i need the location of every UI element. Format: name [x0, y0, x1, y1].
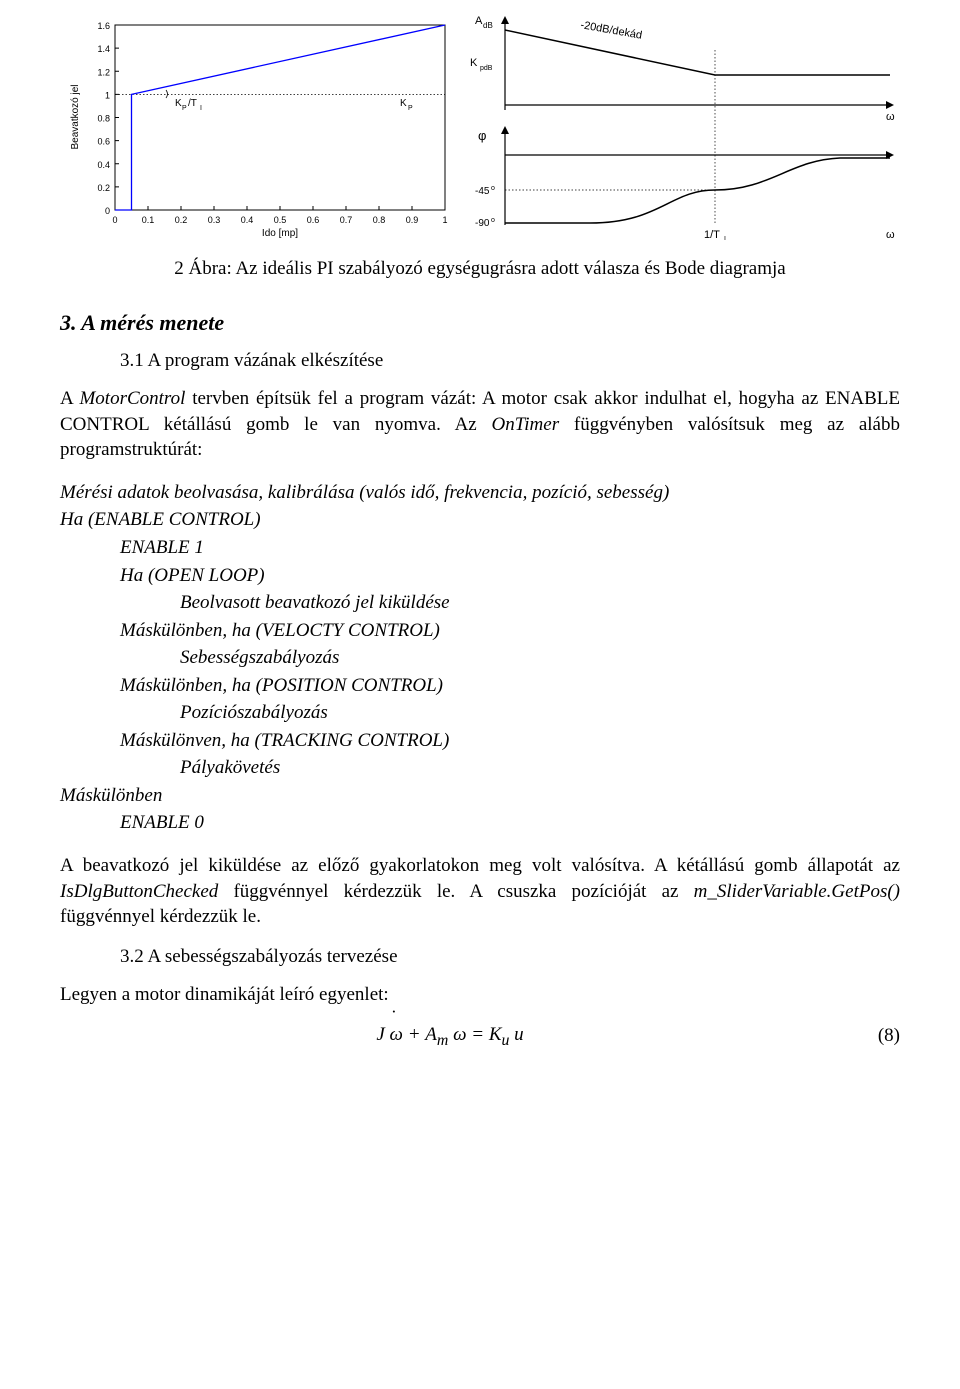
pseudo-line: Máskülönven, ha (TRACKING CONTROL): [120, 727, 900, 755]
svg-text:0.6: 0.6: [97, 137, 110, 147]
svg-text:o: o: [491, 185, 495, 192]
text-italic: OnTimer: [492, 414, 560, 435]
svg-text:I: I: [724, 236, 726, 240]
step-response-chart: 0 0.2 0.4 0.6 0.8 1 1.2 1.4 1.6: [60, 10, 460, 240]
svg-text:0.4: 0.4: [97, 160, 110, 170]
svg-text:1.2: 1.2: [97, 67, 110, 77]
svg-text:Ido [mp]: Ido [mp]: [262, 228, 298, 239]
pseudo-line: Ha (OPEN LOOP): [120, 562, 900, 590]
figure-caption: 2 Ábra: Az ideális PI szabályozó egységu…: [60, 258, 900, 280]
pseudo-line: Beolvasott beavatkozó jel kiküldése: [180, 589, 900, 617]
svg-text:φ: φ: [478, 128, 486, 143]
svg-text:0.2: 0.2: [97, 183, 110, 193]
section-number: 3.: [60, 310, 77, 335]
paragraph-1: A MotorControl tervben építsük fel a pro…: [60, 386, 900, 463]
svg-text:1/T: 1/T: [704, 229, 720, 240]
equation-number: (8): [840, 1025, 900, 1047]
svg-text:0.2: 0.2: [175, 215, 188, 225]
bode-chart: A dB K pdB -20dB/dekád ω φ -45 o -90 o 1…: [460, 10, 900, 240]
subsection-3-2: 3.2 A sebességszabályozás tervezése: [120, 946, 900, 968]
svg-text:pdB: pdB: [480, 65, 493, 72]
section-title: A mérés menete: [81, 310, 224, 335]
subsection-3-1: 3.1 A program vázának elkészítése: [120, 350, 900, 372]
svg-text:1.6: 1.6: [97, 21, 110, 31]
pseudo-line: ENABLE 1: [120, 534, 900, 562]
svg-text:-45: -45: [475, 186, 490, 197]
svg-text:Beavatkozó jel: Beavatkozó jel: [70, 84, 81, 149]
svg-text:ω: ω: [886, 229, 895, 240]
equation-formula: J ω˙ + Am ω = Ku u: [60, 1024, 840, 1050]
svg-text:/T: /T: [188, 98, 197, 109]
text-italic: MotorControl: [79, 388, 185, 409]
svg-text:0.5: 0.5: [274, 215, 287, 225]
pseudo-line: Ha (ENABLE CONTROL): [60, 506, 900, 534]
svg-text:0.1: 0.1: [142, 215, 155, 225]
pseudo-line: Mérési adatok beolvasása, kalibrálása (v…: [60, 479, 900, 507]
svg-text:0.8: 0.8: [373, 215, 386, 225]
svg-text:0.8: 0.8: [97, 114, 110, 124]
text: A: [60, 388, 79, 409]
svg-text:0.9: 0.9: [406, 215, 419, 225]
svg-text:K: K: [400, 98, 407, 109]
pseudo-line: Máskülönben, ha (POSITION CONTROL): [120, 672, 900, 700]
figure-row: 0 0.2 0.4 0.6 0.8 1 1.2 1.4 1.6: [60, 10, 900, 240]
svg-text:1.4: 1.4: [97, 44, 110, 54]
pseudo-line: Sebességszabályozás: [180, 644, 900, 672]
svg-text:A: A: [475, 15, 483, 27]
pseudocode-block: Mérési adatok beolvasása, kalibrálása (v…: [60, 479, 900, 837]
pseudo-line: Máskülönben, ha (VELOCTY CONTROL): [120, 617, 900, 645]
svg-text:0.7: 0.7: [340, 215, 353, 225]
svg-text:K: K: [470, 57, 478, 69]
text: függvénnyel kérdezzük le. A csuszka pozí…: [218, 881, 693, 902]
text: A beavatkozó jel kiküldése az előző gyak…: [60, 855, 900, 876]
svg-text:1: 1: [442, 215, 447, 225]
svg-text:0: 0: [112, 215, 117, 225]
svg-text:ω: ω: [886, 111, 895, 123]
text-italic: m_SliderVariable.GetPos(): [694, 881, 900, 902]
paragraph-3: Legyen a motor dinamikáját leíró egyenle…: [60, 982, 900, 1008]
pseudo-line: Pályakövetés: [180, 754, 900, 782]
svg-text:o: o: [491, 217, 495, 224]
svg-text:P: P: [408, 105, 413, 112]
svg-text:-20dB/dekád: -20dB/dekád: [579, 19, 643, 42]
svg-text:0.6: 0.6: [307, 215, 320, 225]
svg-text:dB: dB: [483, 21, 493, 30]
pseudo-line: Máskülönben: [60, 782, 900, 810]
svg-text:1: 1: [105, 90, 110, 100]
text-italic: IsDlgButtonChecked: [60, 881, 218, 902]
svg-text:P: P: [182, 105, 187, 112]
paragraph-2: A beavatkozó jel kiküldése az előző gyak…: [60, 853, 900, 930]
text: függvénnyel kérdezzük le.: [60, 906, 261, 927]
svg-text:0.3: 0.3: [208, 215, 221, 225]
svg-text:-90: -90: [475, 218, 490, 229]
equation-8: J ω˙ + Am ω = Ku u (8): [60, 1024, 900, 1050]
svg-text:K: K: [175, 98, 182, 109]
svg-text:I: I: [200, 105, 202, 112]
section-heading: 3. A mérés menete: [60, 310, 900, 336]
pseudo-line: Pozíciószabályozás: [180, 699, 900, 727]
pseudo-line: ENABLE 0: [120, 809, 900, 837]
svg-text:0: 0: [105, 206, 110, 216]
svg-text:0.4: 0.4: [241, 215, 254, 225]
